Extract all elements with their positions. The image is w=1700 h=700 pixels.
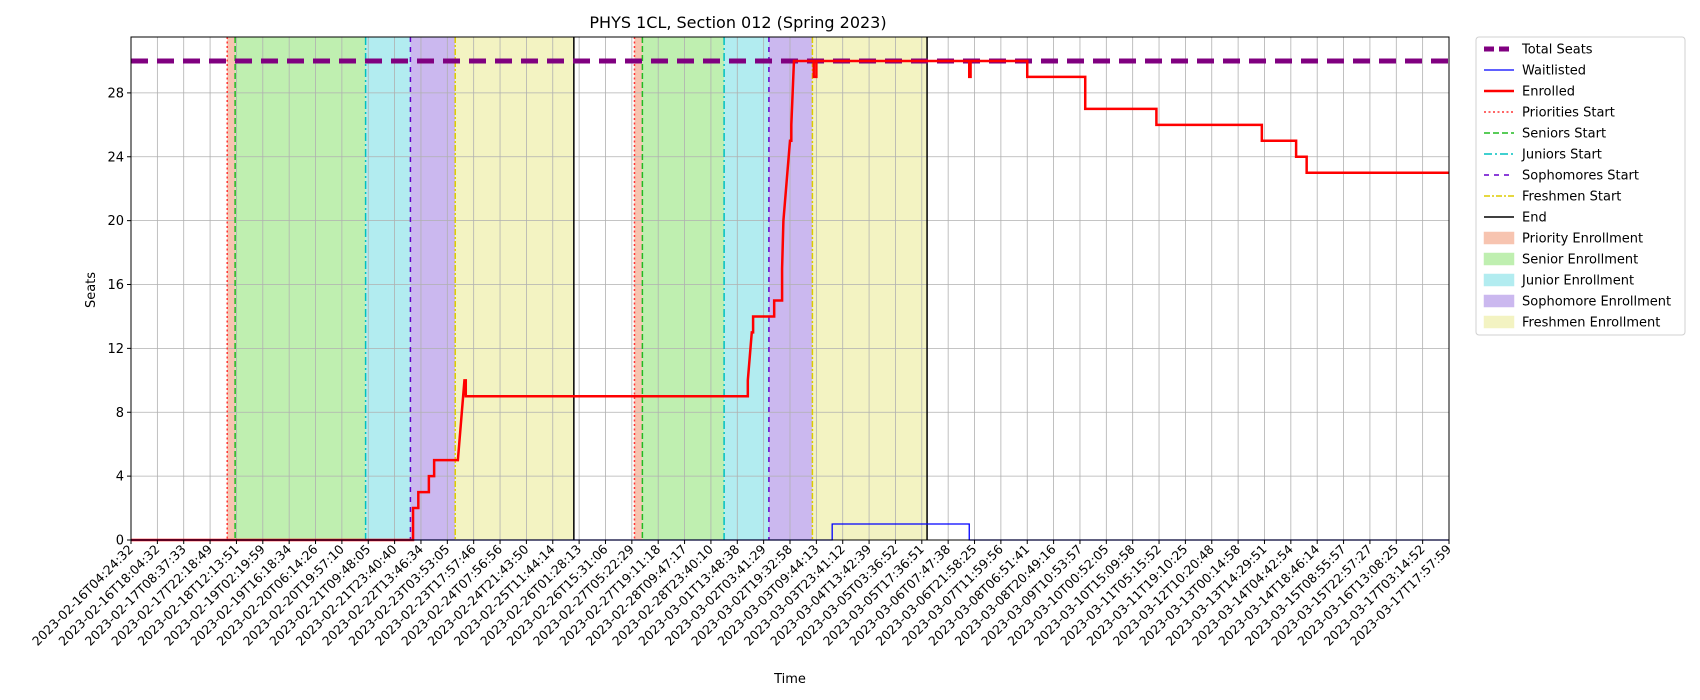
legend-label: End (1522, 211, 1547, 226)
y-tick-label: 20 (107, 214, 124, 229)
enrolled-series-line (131, 59, 1449, 542)
legend-label: Senior Enrollment (1522, 253, 1638, 268)
legend-swatch (1483, 273, 1515, 287)
x-axis-label: Time (773, 672, 806, 687)
legend-label: Total Seats (1521, 43, 1593, 58)
enrollment-band (410, 37, 456, 540)
y-tick-label: 24 (107, 150, 124, 165)
chart-title: PHYS 1CL, Section 012 (Spring 2023) (589, 13, 886, 32)
legend-label: Junior Enrollment (1521, 274, 1634, 289)
legend-label: Sophomore Enrollment (1522, 295, 1671, 310)
y-tick-label: 28 (107, 86, 124, 101)
enrollment-band (634, 37, 643, 540)
enrollment-band (227, 37, 236, 540)
legend: Total Seats Waitlisted Enrolled Priorities … (1475, 36, 1686, 336)
enrollment-band (365, 37, 411, 540)
enrollment-band (724, 37, 769, 540)
y-tick-label: 0 (116, 534, 124, 549)
legend-box (1475, 36, 1686, 336)
legend-label: Freshmen Start (1522, 190, 1621, 205)
legend-label: Enrolled (1522, 85, 1575, 100)
enrollment-band (812, 37, 928, 540)
y-tick-label: 12 (107, 342, 124, 357)
legend-label: Priority Enrollment (1522, 232, 1643, 247)
enrollment-band (642, 37, 725, 540)
legend-label: Juniors Start (1521, 148, 1602, 163)
plot-area: 04812162024282023-02-16T04:24:322023-02-… (29, 36, 1454, 649)
legend-swatch (1483, 252, 1515, 266)
y-tick-label: 16 (107, 278, 124, 293)
legend-swatch (1483, 294, 1515, 308)
legend-label: Sophomores Start (1522, 169, 1639, 184)
legend-label: Freshmen Enrollment (1522, 316, 1660, 331)
y-axis-label: Seats (84, 272, 99, 308)
legend-label: Seniors Start (1522, 127, 1606, 142)
y-tick-label: 4 (116, 470, 124, 485)
enrollment-band (455, 37, 574, 540)
enrollment-band (235, 37, 366, 540)
legend-label: Waitlisted (1522, 64, 1586, 79)
legend-label: Priorities Start (1522, 106, 1615, 121)
legend-swatch (1483, 231, 1515, 245)
y-tick-label: 8 (116, 406, 124, 421)
legend-swatch (1483, 315, 1515, 329)
